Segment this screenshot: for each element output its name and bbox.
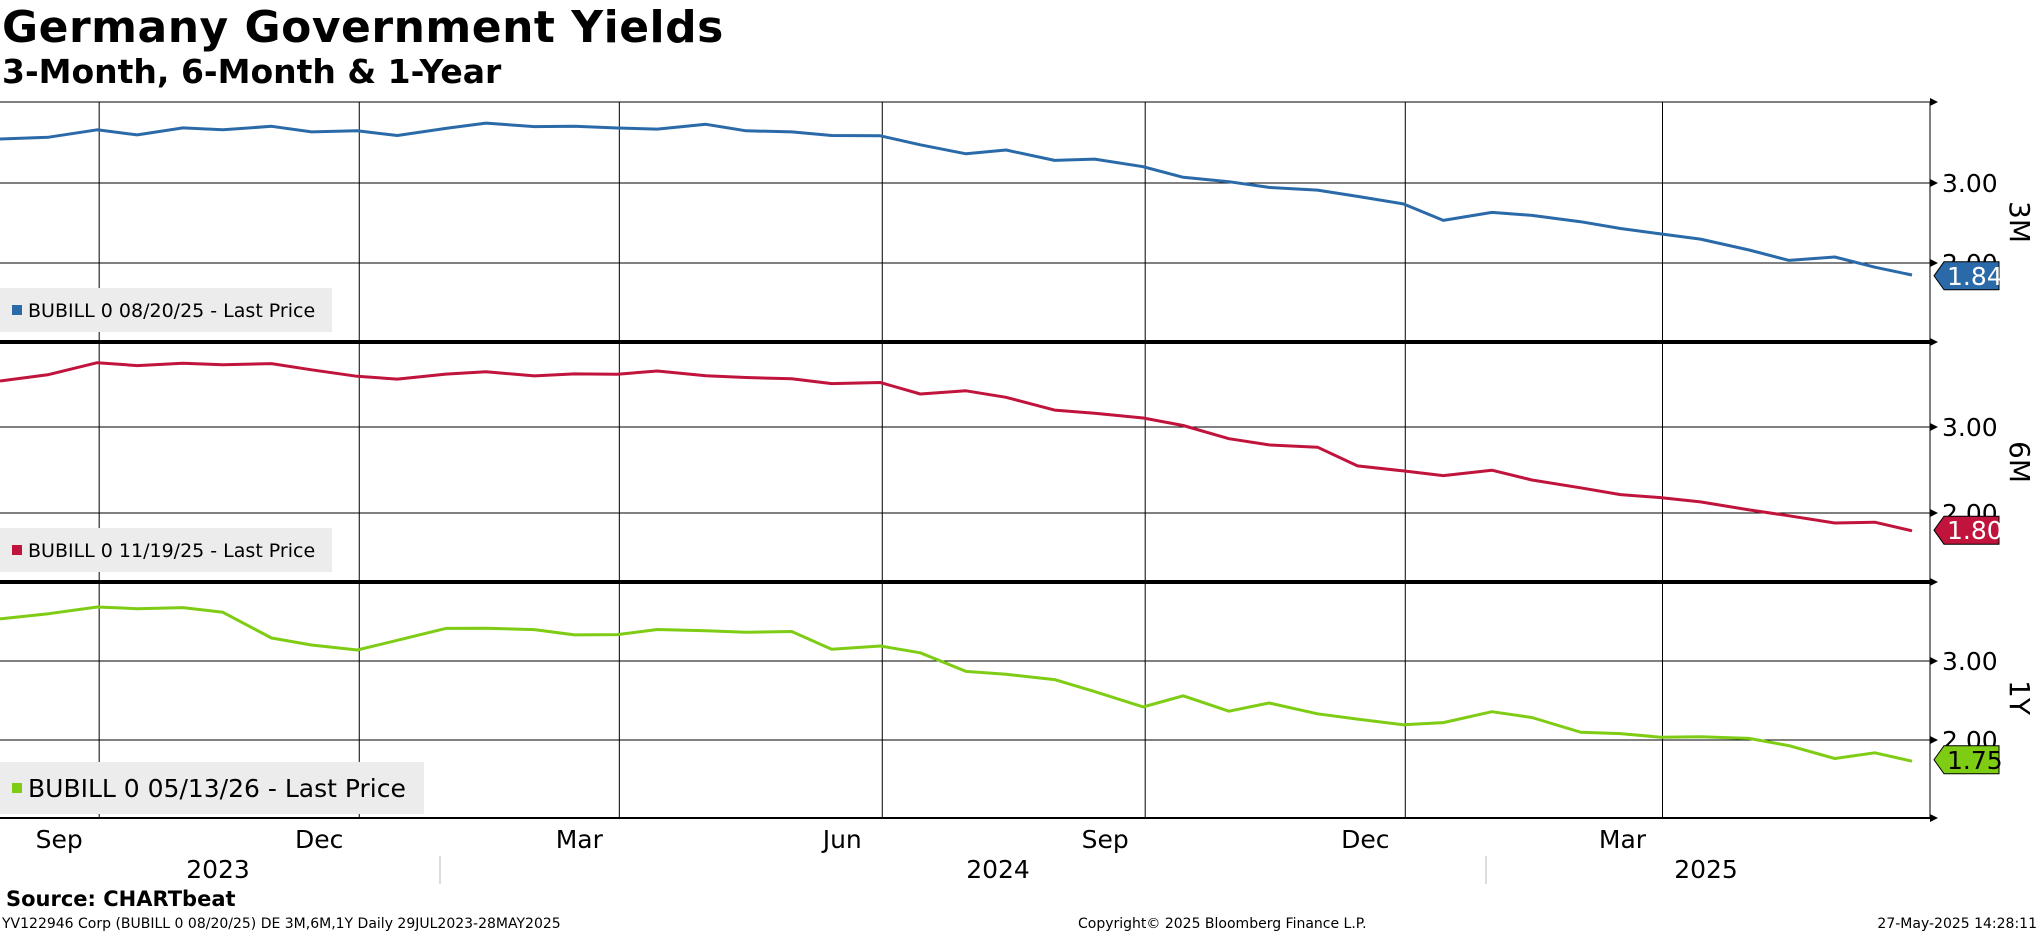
legend-box [0,528,332,572]
legend-label: BUBILL 0 08/20/25 - Last Price [28,300,315,322]
legend-label: BUBILL 0 11/19/25 - Last Price [28,540,315,562]
year-label: 2023 [186,855,250,884]
legend-label: BUBILL 0 05/13/26 - Last Price [28,774,406,803]
series-line-3m [0,121,1913,277]
ticker-info: YV122946 Corp (BUBILL 0 08/20/25) DE 3M,… [2,916,561,932]
axis-arrow [1930,98,1938,106]
x-tick-label: Mar [1599,825,1647,854]
axis-arrow [1930,814,1938,822]
y-tick-mark [1930,423,1938,431]
axis-arrow [1930,338,1938,346]
series-line-6m [0,361,1913,533]
legend-box [0,762,424,814]
timestamp-text: 27-May-2025 14:28:11 [1877,916,2037,932]
x-tick-label: Jun [821,825,862,854]
year-label: 2025 [1674,855,1738,884]
last-value-label: 1.80 [1947,516,2003,545]
source-label: Source: CHARTbeat [6,887,236,911]
x-tick-label: Sep [1082,825,1129,854]
y-tick-label: 3.00 [1942,413,1998,442]
year-label: 2024 [966,855,1030,884]
legend-box [0,288,332,332]
y-tick-mark [1930,179,1938,187]
page-subtitle: 3-Month, 6-Month & 1-Year [2,52,502,91]
last-value-label: 1.84 [1947,262,2003,291]
last-value-label: 1.75 [1947,746,2003,775]
legend-swatch [12,305,22,315]
y-tick-mark [1930,657,1938,665]
y-tick-label: 3.00 [1942,647,1998,676]
panel-label-3m: 3M [2003,201,2036,243]
x-tick-label: Dec [1341,825,1389,854]
x-tick-label: Mar [556,825,604,854]
panel-label-6m: 6M [2003,441,2036,483]
y-tick-label: 3.00 [1942,169,1998,198]
axis-arrow [1930,578,1938,586]
page-title: Germany Government Yields [2,2,724,53]
y-tick-mark [1930,736,1938,744]
x-tick-label: Dec [295,825,343,854]
series-line-1y [0,605,1913,763]
x-tick-label: Sep [36,825,83,854]
last-value-tag [1933,515,2000,545]
copyright-text: Copyright© 2025 Bloomberg Finance L.P. [1078,916,1367,932]
legend-swatch [12,783,22,793]
y-tick-mark [1930,259,1938,267]
last-value-tag [1933,261,2000,291]
last-value-tag [1933,745,2000,775]
y-tick-mark [1930,509,1938,517]
legend-swatch [12,545,22,555]
panel-label-1y: 1Y [2003,680,2036,716]
